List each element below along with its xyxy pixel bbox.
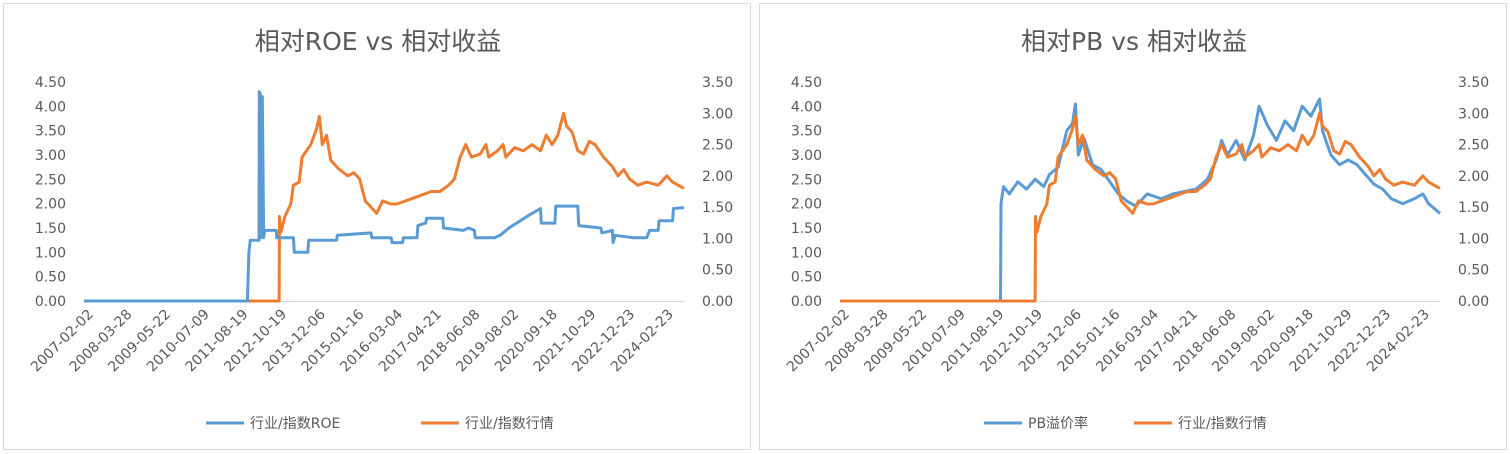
y-left-tick-label: 0.00 [791, 294, 822, 310]
y-left-tick-label: 2.50 [791, 172, 822, 188]
y-left-tick-label: 4.00 [35, 99, 66, 115]
y-left-tick-label: 4.50 [35, 75, 66, 91]
legend-label: 行业/指数行情 [1178, 416, 1267, 432]
series-line-orange [84, 111, 685, 303]
y-left-tick-label: 2.00 [791, 197, 822, 213]
y-right-tick-label: 1.00 [702, 231, 733, 247]
y-left-tick-label: 4.50 [791, 75, 822, 91]
y-right-tick-label: 3.50 [1458, 75, 1489, 91]
y-left-tick-label: 1.00 [35, 245, 66, 261]
y-left-tick-label: 0.00 [35, 294, 66, 310]
series-line-blue [84, 90, 685, 303]
legend-label: 行业/指数行情 [465, 416, 554, 432]
chart-panel-pb: 相对PB vs 相对收益 0.00 0.50 1.00 1.50 2.00 2.50 3.0… [759, 3, 1507, 450]
y-right-tick-label: 3.00 [702, 106, 733, 122]
y-left-tick-label: 1.50 [35, 221, 66, 237]
y-right-tick-label: 1.50 [702, 200, 733, 216]
y-left-tick-label: 0.50 [791, 270, 822, 286]
series-line-orange [840, 111, 1441, 303]
y-left-tick-label: 0.50 [35, 270, 66, 286]
chart-title: 相对PB vs 相对收益 [1021, 27, 1247, 56]
chart-title: 相对ROE vs 相对收益 [255, 27, 502, 56]
chart-svg-roe: 相对ROE vs 相对收益 0.00 0.50 1.00 1.50 2.00 2.50 3.… [28, 27, 733, 432]
y-right-tick-label: 2.50 [1458, 138, 1489, 154]
chart-marks: 0.00 0.50 1.00 1.50 2.00 2.50 3.00 3.50 4.00 4.50… [28, 75, 733, 432]
chart-panel-roe: 相对ROE vs 相对收益 0.00 0.50 1.00 1.50 2.00 2.50 3.… [3, 3, 751, 450]
y-left-tick-label: 3.50 [35, 124, 66, 140]
y-right-tick-label: 0.50 [1458, 263, 1489, 279]
y-right-tick-label: 2.00 [702, 169, 733, 185]
y-right-tick-label: 2.50 [702, 138, 733, 154]
y-left-tick-label: 2.00 [35, 197, 66, 213]
y-left-tick-label: 3.00 [35, 148, 66, 164]
y-left-tick-label: 1.00 [791, 245, 822, 261]
legend-label: 行业/指数ROE [250, 416, 340, 432]
chart-svg-pb: 相对PB vs 相对收益 0.00 0.50 1.00 1.50 2.00 2.50 3.0… [784, 27, 1489, 432]
chart-marks: 0.00 0.50 1.00 1.50 2.00 2.50 3.00 3.50 4.00 4.50… [784, 75, 1489, 432]
y-right-tick-label: 1.00 [1458, 231, 1489, 247]
y-left-tick-label: 2.50 [35, 172, 66, 188]
y-left-tick-label: 3.50 [791, 124, 822, 140]
y-right-tick-label: 2.00 [1458, 169, 1489, 185]
y-left-tick-label: 4.00 [791, 99, 822, 115]
legend-label: PB溢价率 [1028, 415, 1088, 432]
y-right-tick-label: 0.00 [1458, 294, 1489, 310]
y-right-tick-label: 3.50 [702, 75, 733, 91]
y-right-tick-label: 3.00 [1458, 106, 1489, 122]
y-right-tick-label: 0.00 [702, 294, 733, 310]
y-left-tick-label: 3.00 [791, 148, 822, 164]
y-right-tick-label: 0.50 [702, 263, 733, 279]
y-left-tick-label: 1.50 [791, 221, 822, 237]
y-right-tick-label: 1.50 [1458, 200, 1489, 216]
